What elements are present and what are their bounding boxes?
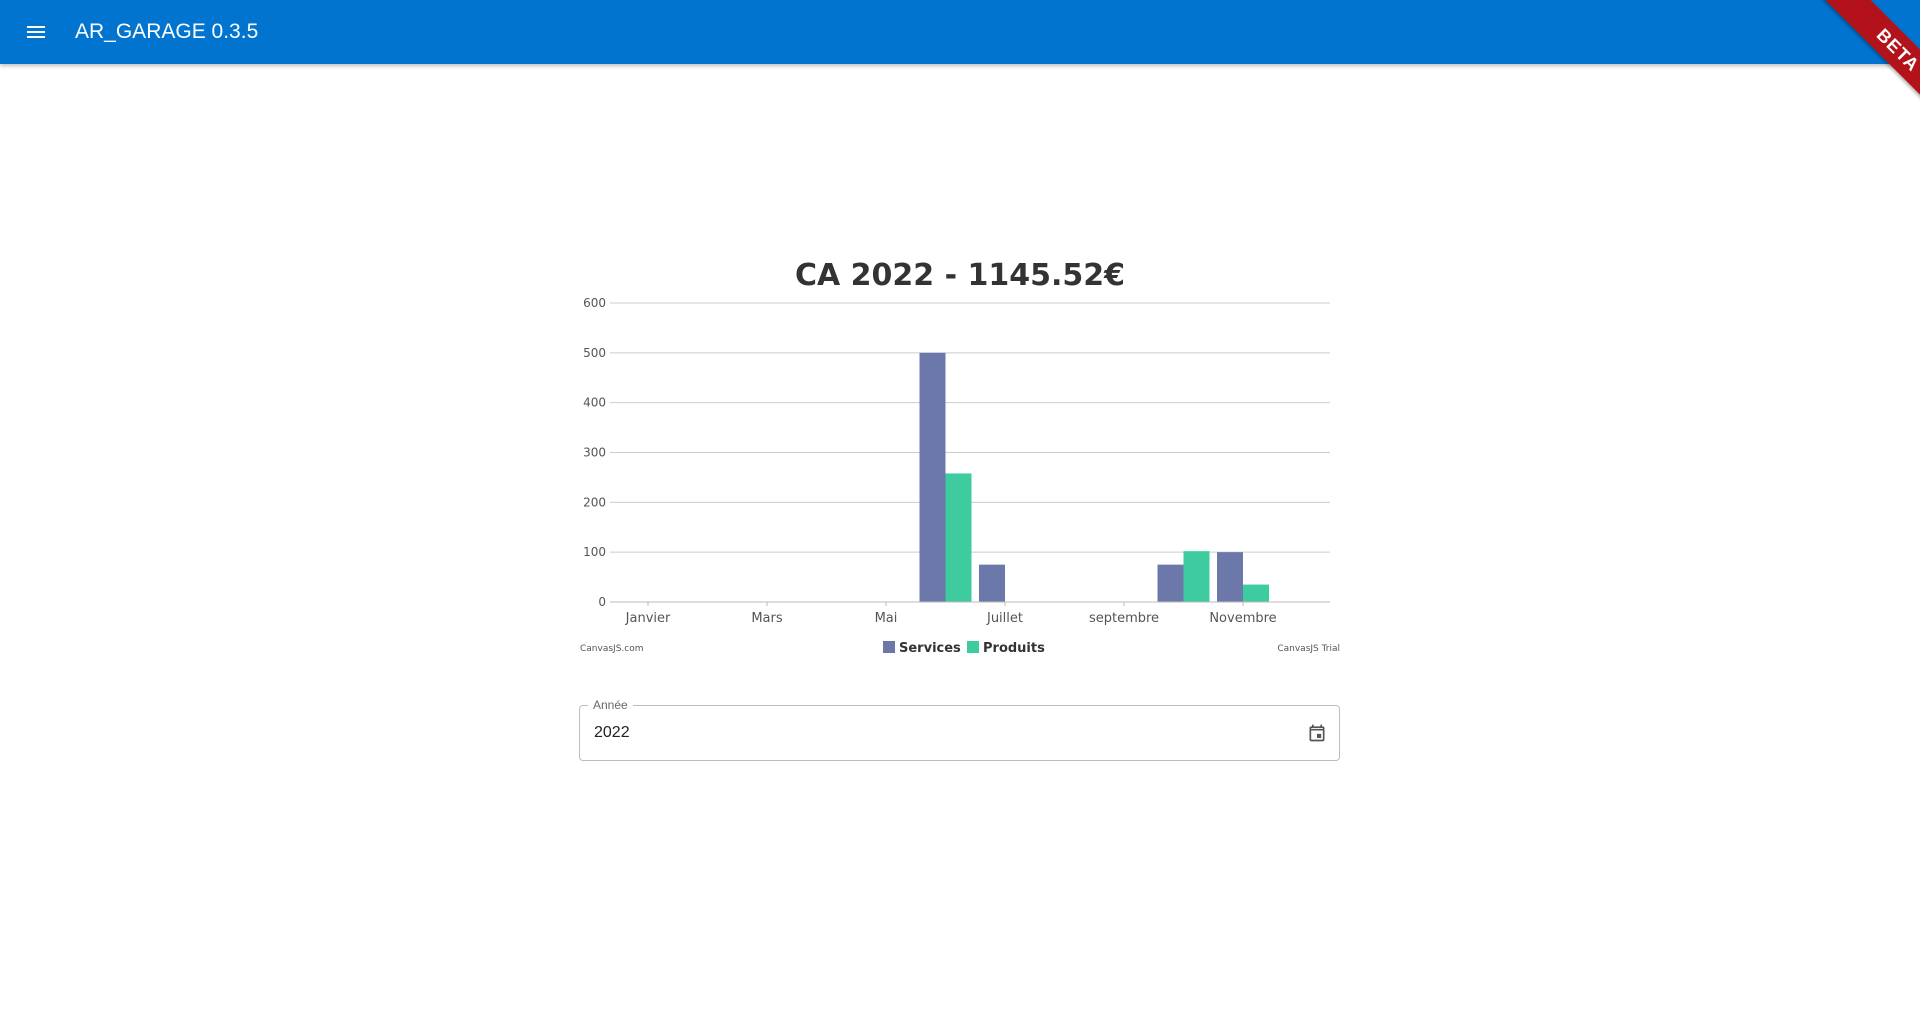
top-app-bar: AR_GARAGE 0.3.5: [0, 0, 1920, 64]
legend-label-services[interactable]: Services: [899, 641, 961, 656]
bar-produits-novembre[interactable]: [1243, 584, 1269, 602]
bar-services-octobre[interactable]: [1157, 564, 1184, 602]
x-tick-label: Janvier: [625, 611, 671, 626]
bar-services-juillet[interactable]: [979, 564, 1005, 602]
legend-swatch-produits: [967, 641, 979, 653]
y-tick-label: 600: [583, 296, 606, 310]
y-tick-label: 200: [583, 495, 606, 509]
y-tick-label: 300: [583, 446, 606, 460]
legend-label-produits[interactable]: Produits: [983, 641, 1045, 656]
bar-produits-juin[interactable]: [945, 473, 972, 602]
bar-produits-octobre[interactable]: [1183, 551, 1210, 602]
revenue-chart: CA 2022 - 1145.52€ 0 100 200 300 400 500 600 J…: [578, 250, 1342, 665]
x-tick-label: Mai: [875, 611, 898, 626]
y-tick-label: 400: [583, 396, 606, 410]
calendar-icon[interactable]: [1307, 723, 1327, 743]
app-title: AR_GARAGE 0.3.5: [75, 20, 259, 43]
x-tick-label: septembre: [1089, 611, 1159, 626]
legend-swatch-services: [883, 641, 895, 653]
year-field-label: Année: [588, 697, 633, 713]
menu-button[interactable]: [20, 16, 52, 48]
menu-icon: [27, 26, 45, 38]
x-tick-label: Juillet: [986, 611, 1023, 626]
chart-svg: CA 2022 - 1145.52€ 0 100 200 300 400 500 600 J…: [583, 258, 1330, 656]
x-tick-label: Novembre: [1209, 611, 1276, 626]
y-tick-label: 0: [598, 595, 606, 609]
year-field-value[interactable]: 2022: [594, 724, 630, 741]
year-field[interactable]: Année 2022: [579, 697, 1340, 761]
chart-credit-right: CanvasJS Trial: [1277, 644, 1340, 654]
y-tick-label: 500: [583, 346, 606, 360]
chart-title: CA 2022 - 1145.52€: [795, 258, 1125, 293]
y-tick-label: 100: [583, 545, 606, 559]
bar-services-juin[interactable]: [919, 352, 946, 602]
x-tick-label: Mars: [751, 611, 783, 626]
chart-credit-left[interactable]: CanvasJS.com: [580, 644, 644, 654]
bar-services-novembre[interactable]: [1217, 552, 1243, 602]
